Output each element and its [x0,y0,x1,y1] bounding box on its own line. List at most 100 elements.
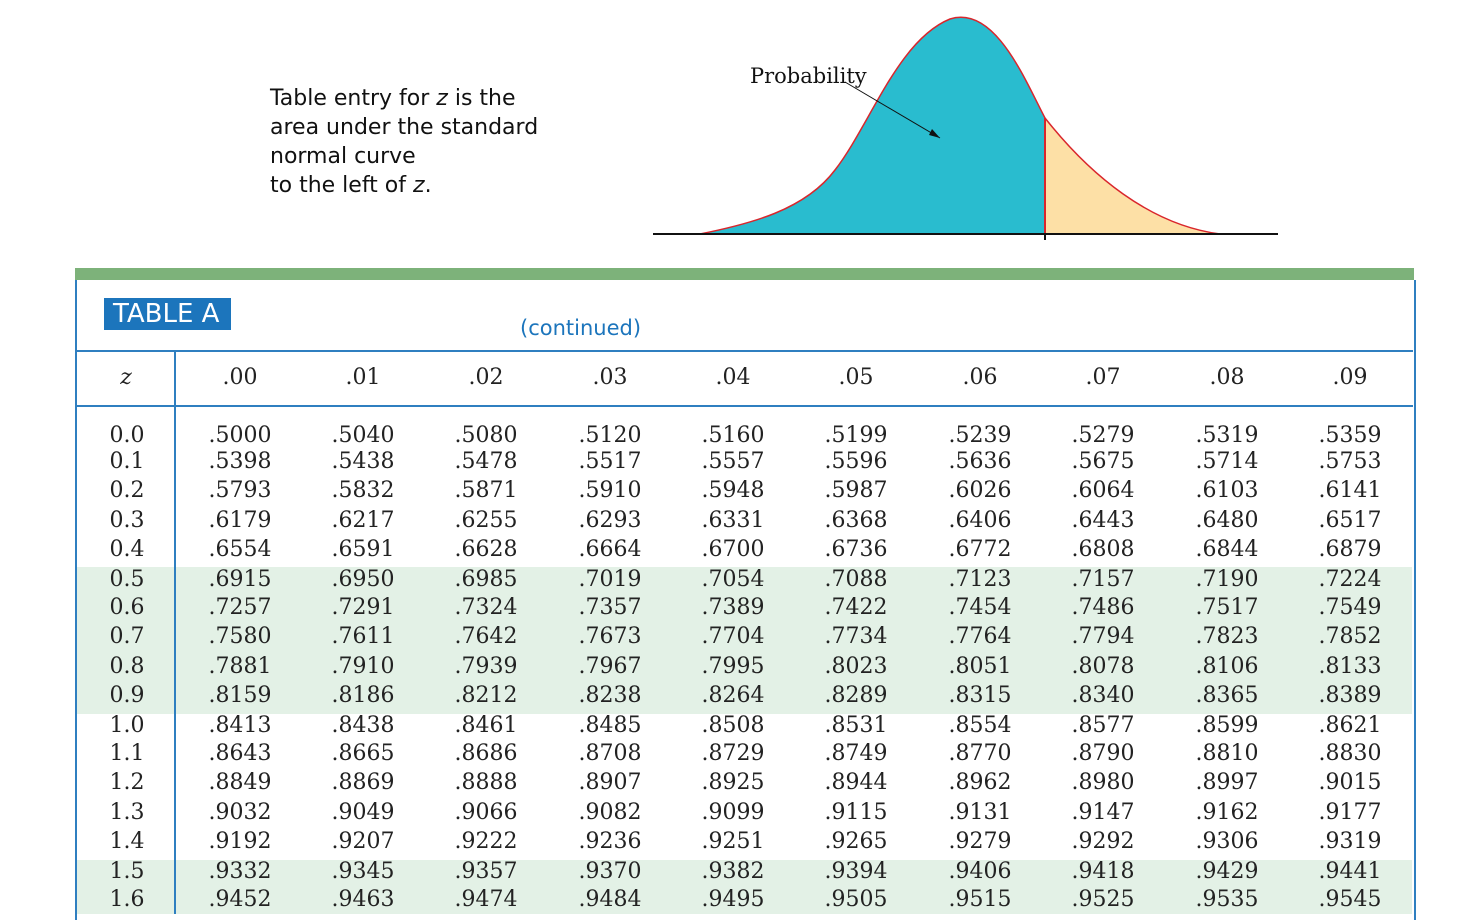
table-cell: .8365 [1195,683,1259,708]
table-cell: .5160 [701,423,765,448]
table-cell: .6985 [454,567,518,592]
table-cell: .9319 [1318,829,1382,854]
table-cell: .9535 [1195,887,1259,912]
table-cell: .9463 [331,887,395,912]
table-cell: .7910 [331,654,395,679]
table-cell: .8023 [824,654,888,679]
table-cell: .6293 [578,508,642,533]
row-z-value: 1.1 [109,741,145,766]
table-cell: .7486 [1071,595,1135,620]
table-cell: .7611 [331,624,395,649]
table-cell: .5948 [701,478,765,503]
shaded-band-1 [77,567,1412,714]
table-cell: .7995 [701,654,765,679]
table-cell: .8577 [1071,713,1135,738]
table-cell: .6406 [948,508,1012,533]
header-bottom-rule [76,405,1413,407]
table-cell: .5040 [331,423,395,448]
table-subtitle: (continued) [520,316,642,340]
table-cell: .6554 [208,537,272,562]
row-z-value: 0.4 [109,537,145,562]
table-title: TABLE A [104,298,231,330]
table-cell: .8264 [701,683,765,708]
table-cell: .8849 [208,770,272,795]
table-cell: .8997 [1195,770,1259,795]
row-z-value: 0.0 [109,423,145,448]
z-column-divider [174,351,176,914]
table-cell: .7823 [1195,624,1259,649]
table-cell: .8508 [701,713,765,738]
row-z-value: 0.7 [109,624,145,649]
table-cell: .7454 [948,595,1012,620]
row-z-value: 1.6 [109,887,145,912]
table-cell: .7734 [824,624,888,649]
header-col: .03 [592,365,628,390]
table-cell: .8729 [701,741,765,766]
table-cell: .5793 [208,478,272,503]
table-cell: .5714 [1195,449,1259,474]
table-cell: .7517 [1195,595,1259,620]
table-cell: .9222 [454,829,518,854]
caption-line-2: area under the standard [270,115,539,140]
table-cell: .7054 [701,567,765,592]
table-cell: .5675 [1071,449,1135,474]
table-cell: .9279 [948,829,1012,854]
table-cell: .8051 [948,654,1012,679]
table-cell: .8686 [454,741,518,766]
table-cell: .9147 [1071,800,1135,825]
header-top-rule [76,350,1413,352]
table-cell: .8389 [1318,683,1382,708]
table-cell: .8159 [208,683,272,708]
table-cell: .6255 [454,508,518,533]
table-cell: .5478 [454,449,518,474]
table-cell: .6179 [208,508,272,533]
row-z-value: 0.1 [109,449,145,474]
caption-line-1: Table entry for z is the [270,86,516,111]
table-cell: .6628 [454,537,518,562]
table-cell: .8078 [1071,654,1135,679]
table-cell: .9525 [1071,887,1135,912]
table-top-bar [75,268,1414,280]
caption-line-4: to the left of z. [270,173,432,198]
table-cell: .9429 [1195,859,1259,884]
table-cell: .9099 [701,800,765,825]
row-z-value: 0.3 [109,508,145,533]
table-cell: .8599 [1195,713,1259,738]
table-cell: .7157 [1071,567,1135,592]
header-col: .04 [715,365,751,390]
table-cell: .7123 [948,567,1012,592]
table-cell: .9207 [331,829,395,854]
table-cell: .8888 [454,770,518,795]
header-col: .02 [468,365,504,390]
row-z-value: 1.3 [109,800,145,825]
table-cell: .9515 [948,887,1012,912]
right-tail-region [1045,118,1220,234]
table-cell: .7939 [454,654,518,679]
table-cell: .8810 [1195,741,1259,766]
table-cell: .6736 [824,537,888,562]
table-cell: .6700 [701,537,765,562]
table-cell: .7764 [948,624,1012,649]
header-col: .01 [345,365,381,390]
table-cell: .7422 [824,595,888,620]
table-frame [75,280,1416,920]
table-cell: .5987 [824,478,888,503]
caption-line-3: normal curve [270,144,416,169]
table-cell: .8708 [578,741,642,766]
table-cell: .8531 [824,713,888,738]
left-area-region [700,17,1045,234]
table-cell: .9484 [578,887,642,912]
table-cell: .6368 [824,508,888,533]
table-cell: .7389 [701,595,765,620]
table-cell: .6915 [208,567,272,592]
table-cell: .7324 [454,595,518,620]
table-cell: .6103 [1195,478,1259,503]
table-cell: .9357 [454,859,518,884]
table-cell: .8315 [948,683,1012,708]
shaded-band-2 [77,860,1412,914]
table-cell: .6480 [1195,508,1259,533]
table-cell: .5832 [331,478,395,503]
table-cell: .8340 [1071,683,1135,708]
table-cell: .8790 [1071,741,1135,766]
table-cell: .9495 [701,887,765,912]
